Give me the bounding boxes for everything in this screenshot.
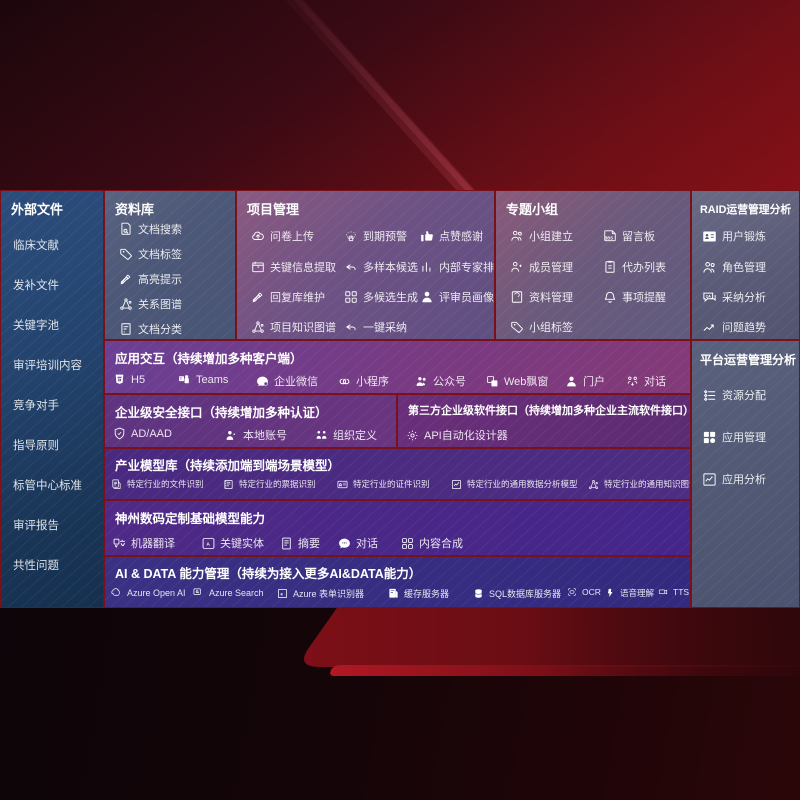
svg-text:BBS: BBS [604, 236, 613, 241]
svg-text:A: A [206, 541, 210, 547]
svg-text:e: e [280, 591, 283, 596]
svg-text:QA: QA [706, 294, 712, 298]
